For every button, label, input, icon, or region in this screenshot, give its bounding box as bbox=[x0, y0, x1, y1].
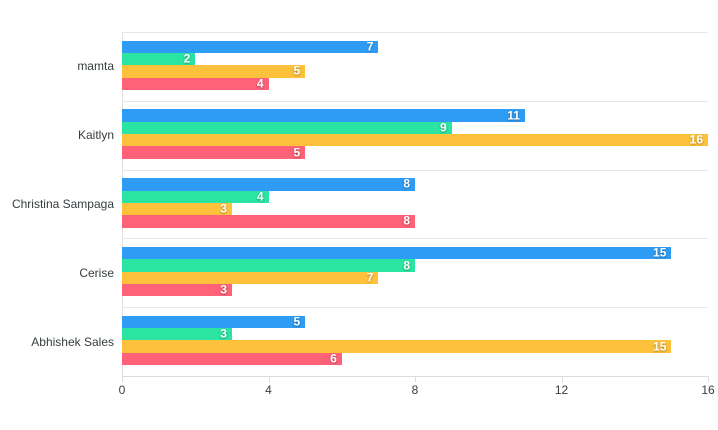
bar-value-label: 9 bbox=[439, 120, 447, 135]
bar-red[interactable]: 4 bbox=[122, 76, 269, 91]
bar-red[interactable]: 8 bbox=[122, 214, 415, 229]
bar-value-label: 4 bbox=[256, 189, 264, 204]
x-axis-tick bbox=[268, 376, 270, 382]
bar-value-label: 3 bbox=[220, 282, 227, 297]
plot-area: 7 2 5 4 11 9 16 5 8 4 3 8 15 8 7 3 5 3 15 6 bbox=[122, 32, 708, 376]
bar-yellow[interactable]: 15 bbox=[122, 339, 672, 354]
x-axis-tick bbox=[122, 376, 123, 382]
x-axis-label: 0 bbox=[118, 383, 126, 397]
bar-blue[interactable]: 8 bbox=[122, 177, 415, 192]
bar-green[interactable]: 2 bbox=[122, 51, 196, 66]
x-axis-label: 8 bbox=[411, 383, 419, 397]
y-axis-label: Abhishek Sales bbox=[31, 334, 114, 349]
bar-value-label: 4 bbox=[256, 76, 264, 91]
bar-blue[interactable]: 7 bbox=[122, 39, 379, 54]
bar-yellow[interactable]: 7 bbox=[122, 270, 379, 285]
bar-value-label: 8 bbox=[403, 214, 410, 229]
x-axis-tick bbox=[708, 376, 709, 382]
bar-value-label: 2 bbox=[183, 51, 191, 66]
category-band: 8 4 3 8 bbox=[122, 169, 708, 239]
bar-value-label: 3 bbox=[220, 201, 227, 216]
bar-value-label: 6 bbox=[330, 351, 337, 366]
bar-value-label: 7 bbox=[366, 39, 374, 54]
x-axis-label: 16 bbox=[701, 383, 715, 397]
category-band: 11 9 16 5 bbox=[122, 100, 708, 170]
bar-value-label: 15 bbox=[653, 245, 667, 260]
bar-blue[interactable]: 15 bbox=[122, 245, 672, 260]
category-band: 5 3 15 6 bbox=[122, 307, 708, 376]
x-axis-label: 12 bbox=[554, 383, 569, 397]
bar-value-label: 3 bbox=[220, 327, 227, 342]
bar-value-label: 11 bbox=[507, 108, 520, 123]
bar-green[interactable]: 8 bbox=[122, 258, 415, 273]
x-axis-tick bbox=[561, 376, 563, 382]
bar-value-label: 8 bbox=[403, 258, 410, 273]
bar-value-label: 5 bbox=[293, 314, 301, 329]
bar-value-label: 8 bbox=[403, 177, 410, 192]
y-axis-label: Cerise bbox=[79, 265, 114, 280]
category-band: 7 2 5 4 bbox=[122, 32, 708, 101]
x-axis-tick bbox=[415, 376, 416, 382]
bar-yellow[interactable]: 16 bbox=[122, 132, 708, 147]
bar-value-label: 15 bbox=[653, 339, 667, 354]
bar-yellow[interactable]: 3 bbox=[122, 201, 232, 216]
y-axis-label: Kaitlyn bbox=[77, 128, 114, 143]
bar-value-label: 5 bbox=[293, 145, 301, 160]
bar-yellow[interactable]: 5 bbox=[122, 64, 306, 79]
bar-green[interactable]: 3 bbox=[122, 327, 232, 342]
bar-blue[interactable]: 5 bbox=[122, 314, 306, 329]
x-axis-label: 4 bbox=[265, 383, 272, 397]
bar-value-label: 7 bbox=[366, 270, 374, 285]
y-axis-label: mamta bbox=[77, 59, 114, 74]
bar-green[interactable]: 9 bbox=[122, 120, 452, 135]
bar-blue[interactable]: 11 bbox=[122, 108, 525, 123]
y-axis-label: Christina Sampaga bbox=[11, 197, 114, 211]
category-band: 15 8 7 3 bbox=[122, 238, 708, 307]
bar-red[interactable]: 5 bbox=[122, 145, 306, 160]
bar-value-label: 16 bbox=[689, 132, 703, 147]
bar-green[interactable]: 4 bbox=[122, 189, 269, 204]
bar-value-label: 5 bbox=[293, 64, 301, 79]
bar-red[interactable]: 3 bbox=[122, 282, 232, 297]
bar-red[interactable]: 6 bbox=[122, 351, 342, 366]
